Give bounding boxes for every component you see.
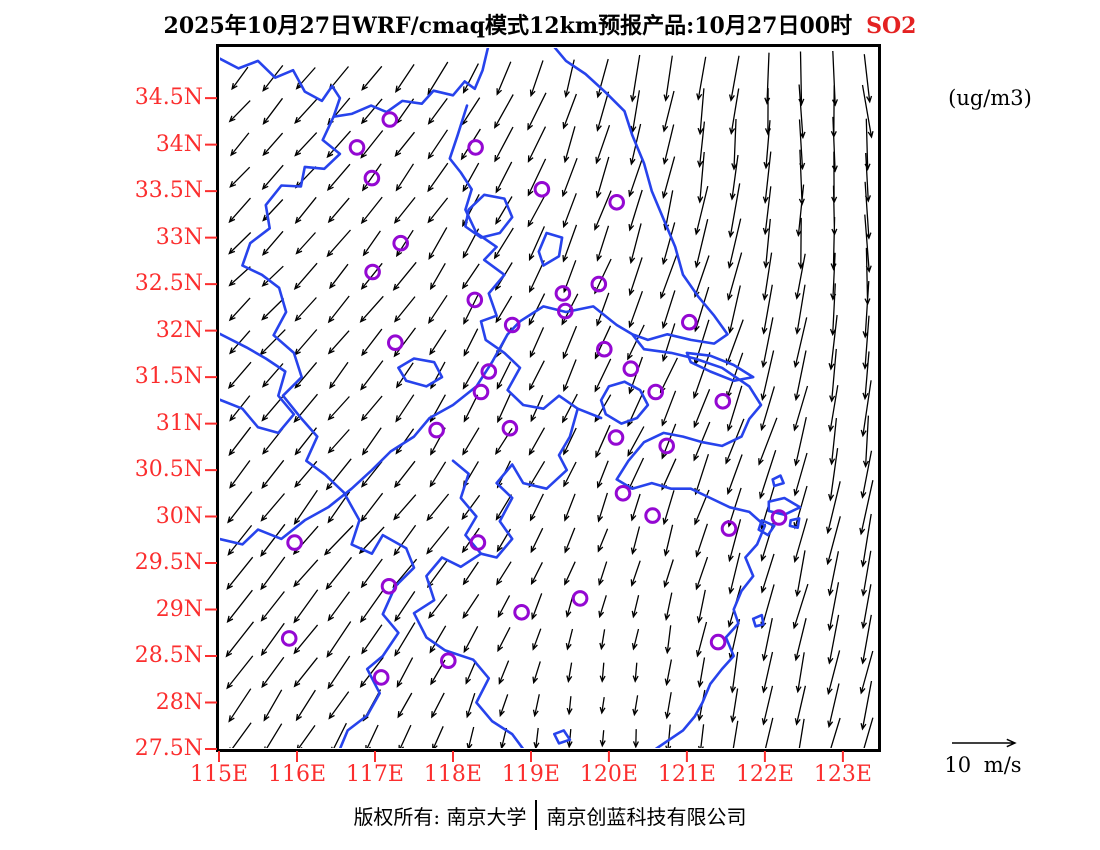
island-outline-0: [767, 496, 802, 517]
station-marker: [280, 630, 298, 647]
x-axis-label: 123E: [813, 762, 872, 787]
gaoyou-lake: [537, 231, 564, 267]
station-marker: [469, 534, 487, 551]
station-marker: [467, 139, 484, 156]
station-marker: [607, 429, 625, 446]
station-marker: [720, 520, 738, 537]
x-axis-label: 117E: [345, 762, 404, 787]
province-coastline-layer: [220, 48, 802, 748]
station-marker: [658, 437, 676, 455]
wind-scale-label: 10 m/s: [944, 753, 1022, 777]
station-marker: [647, 383, 665, 401]
station-marker: [596, 340, 613, 358]
x-axis-label: 120E: [579, 762, 638, 787]
x-axis-label: 122E: [735, 762, 794, 787]
station-marker: [614, 485, 632, 502]
y-axis-label: 28.5N: [134, 643, 203, 669]
island-outline-1: [757, 518, 776, 537]
station-marker: [608, 194, 626, 211]
station-marker: [381, 111, 399, 128]
henan-anhui-border: [241, 115, 416, 748]
station-marker: [571, 590, 589, 607]
y-axis-label: 28N: [155, 689, 203, 715]
jiangsu-anhui-border: [448, 104, 603, 420]
shandong-border: [220, 48, 490, 118]
wind-scale-arrow-icon: [952, 738, 1017, 748]
station-marker: [440, 652, 457, 670]
x-axis-label: 116E: [267, 762, 327, 787]
y-axis-label: 34N: [155, 131, 203, 157]
station-marker: [714, 393, 732, 410]
page-title: 2025年10月27日WRF/cmaq模式12km预报产品:10月27日00时 S…: [0, 8, 1080, 40]
island-outline-4: [771, 474, 785, 488]
y-axis-label: 33.5N: [134, 178, 203, 204]
station-marker: [557, 302, 574, 320]
footer-copyright: 版权所有: 南京大学 南京创蓝科技有限公司: [0, 800, 1100, 830]
tai-lake: [599, 380, 650, 425]
y-axis-label: 32.5N: [134, 271, 203, 297]
zhejiang-west-border: [479, 407, 580, 559]
species-label: SO2: [866, 13, 917, 39]
y-axis-label: 31.5N: [134, 364, 203, 390]
station-marker: [428, 421, 445, 439]
title-text: 2025年10月27日WRF/cmaq模式12km预报产品:10月27日00时: [163, 13, 853, 39]
station-marker: [466, 291, 484, 309]
station-marker: [387, 334, 404, 352]
station-marker: [372, 669, 390, 686]
chao-lake: [397, 357, 444, 388]
y-axis-label: 27.5N: [134, 736, 203, 761]
y-axis-label: 29.5N: [134, 550, 203, 576]
station-marker: [363, 169, 381, 187]
x-axis-label: 121E: [657, 762, 716, 787]
station-marker: [513, 604, 530, 621]
map-frame: [216, 44, 881, 752]
station-marker: [380, 578, 398, 595]
x-axis-label: 119E: [501, 762, 560, 787]
x-axis-label: 115E: [189, 762, 249, 787]
zhejiang-jiangxi-border: [412, 459, 525, 748]
station-marker: [554, 285, 572, 302]
station-marker: [392, 234, 410, 252]
station-marker: [501, 419, 519, 437]
axis-ticks: [205, 97, 844, 762]
y-axis-label: 32N: [155, 317, 203, 343]
station-marker: [622, 360, 640, 378]
y-axis-label: 33N: [155, 224, 203, 250]
dabie-spur: [220, 332, 296, 435]
units-label: (ug/m3): [948, 86, 1032, 110]
station-marker: [590, 275, 608, 293]
footer-company-text: 南京创蓝科技有限公司: [546, 804, 747, 829]
y-axis-label: 30N: [155, 503, 203, 529]
y-axis-label: 34.5N: [134, 85, 203, 111]
island-outline-5: [552, 729, 572, 745]
y-axis-label: 31N: [155, 410, 203, 436]
station-marker: [709, 633, 727, 651]
station-marker: [681, 313, 698, 331]
x-axis-label: 118E: [423, 762, 482, 787]
station-marker: [770, 509, 788, 526]
station-marker: [480, 363, 498, 380]
island-outline-3: [751, 613, 765, 628]
station-marker: [348, 139, 366, 156]
station-markers-layer: [280, 111, 788, 686]
station-marker: [364, 263, 381, 281]
wind-vector-field: [225, 50, 874, 748]
station-marker: [286, 534, 303, 551]
station-marker: [472, 383, 490, 401]
footer-divider: [534, 800, 537, 830]
coastline: [553, 48, 767, 748]
station-marker: [644, 507, 661, 524]
hongze-lake: [464, 193, 514, 239]
y-axis-label: 29N: [155, 596, 203, 622]
chongming-island: [685, 351, 755, 383]
station-marker: [503, 316, 521, 334]
y-axis-label: 30.5N: [134, 457, 203, 483]
footer-owner-text: 版权所有: 南京大学: [353, 804, 527, 829]
station-marker: [533, 181, 551, 198]
island-outline-2: [788, 517, 801, 530]
